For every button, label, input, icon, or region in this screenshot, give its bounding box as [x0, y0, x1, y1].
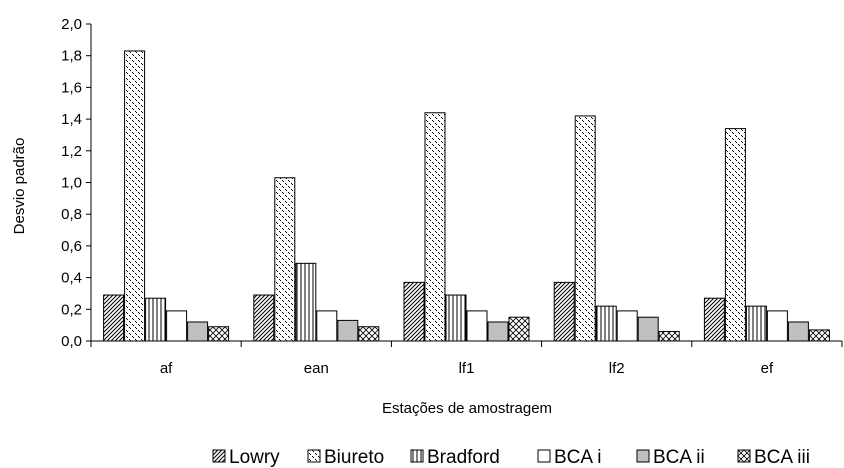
- legend-swatch-bca-iii: [737, 449, 751, 463]
- bar-bradford-ean: [295, 262, 317, 342]
- x-tick-label: ef: [761, 360, 774, 377]
- bar-bca-ii-lf2: [637, 316, 659, 342]
- x-tick-label: af: [160, 360, 173, 377]
- y-tick-label: 1,8: [61, 48, 82, 65]
- legend-swatch-bradford: [410, 449, 424, 463]
- bar-lowry-ean: [253, 294, 275, 342]
- bar-bca-iii-lf2: [658, 330, 680, 342]
- x-tick-label: ean: [304, 360, 329, 377]
- bar-bca-i-ef: [766, 310, 788, 342]
- legend-swatch-lowry: [212, 449, 226, 463]
- x-tick-label: lf2: [609, 360, 625, 377]
- bars: [103, 50, 830, 342]
- y-tick-label: 2,0: [61, 16, 82, 33]
- bar-bca-i-af: [166, 310, 188, 342]
- legend: Lowry Biureto Bradford BCA i BCA ii BCA iii: [212, 447, 810, 468]
- bar-biureto-ean: [274, 177, 296, 342]
- bar-lowry-ef: [703, 297, 725, 342]
- bar-bca-iii-lf1: [508, 316, 530, 342]
- bar-bca-i-lf1: [466, 310, 488, 342]
- y-axis-title: Desvio padrão: [11, 138, 28, 235]
- bar-bca-i-ean: [316, 310, 338, 342]
- bar-bca-iii-ef: [808, 329, 830, 342]
- y-tick-label: 0,8: [61, 206, 82, 223]
- bar-lowry-af: [103, 294, 125, 342]
- y-tick-label: 1,4: [61, 111, 82, 128]
- y-tick-label: 1,0: [61, 175, 82, 192]
- bar-bradford-lf1: [445, 294, 467, 342]
- labels: Desvio padrão Estações de amostragem 0,0…: [11, 16, 774, 417]
- legend-swatch-bca-ii: [636, 449, 650, 463]
- bar-biureto-af: [124, 50, 146, 342]
- y-tick-label: 0,4: [61, 270, 82, 287]
- legend-swatch-bca-i: [537, 449, 551, 463]
- y-tick-label: 0,2: [61, 301, 82, 318]
- legend-swatch-biureto: [307, 449, 321, 463]
- bar-bradford-lf2: [595, 305, 617, 342]
- legend-label: Bradford: [427, 447, 500, 468]
- legend-label: Lowry: [229, 447, 280, 468]
- bar-bca-iii-ean: [358, 326, 380, 342]
- y-tick-label: 1,2: [61, 143, 82, 160]
- x-tick-label: lf1: [459, 360, 475, 377]
- legend-label: BCA i: [554, 447, 602, 468]
- legend-label: Biureto: [324, 447, 384, 468]
- bar-bca-ii-ean: [337, 319, 359, 342]
- bar-lowry-lf2: [553, 281, 575, 342]
- bar-biureto-lf1: [424, 112, 446, 342]
- bar-lowry-lf1: [403, 281, 425, 342]
- bar-bca-ii-ef: [787, 321, 809, 342]
- bar-bradford-ef: [745, 305, 767, 342]
- bar-bradford-af: [145, 297, 167, 342]
- y-tick-label: 1,6: [61, 79, 82, 96]
- bar-bca-ii-lf1: [487, 321, 509, 342]
- bar-bca-iii-af: [208, 326, 230, 342]
- bar-bca-i-lf2: [616, 310, 638, 342]
- bar-biureto-ef: [724, 128, 746, 342]
- legend-label: BCA ii: [653, 447, 705, 468]
- x-axis-title: Estações de amostragem: [382, 400, 552, 417]
- bar-bca-ii-af: [187, 321, 209, 342]
- bar-biureto-lf2: [574, 115, 596, 342]
- y-tick-label: 0,6: [61, 238, 82, 255]
- legend-label: BCA iii: [754, 447, 810, 468]
- y-tick-label: 0,0: [61, 333, 82, 350]
